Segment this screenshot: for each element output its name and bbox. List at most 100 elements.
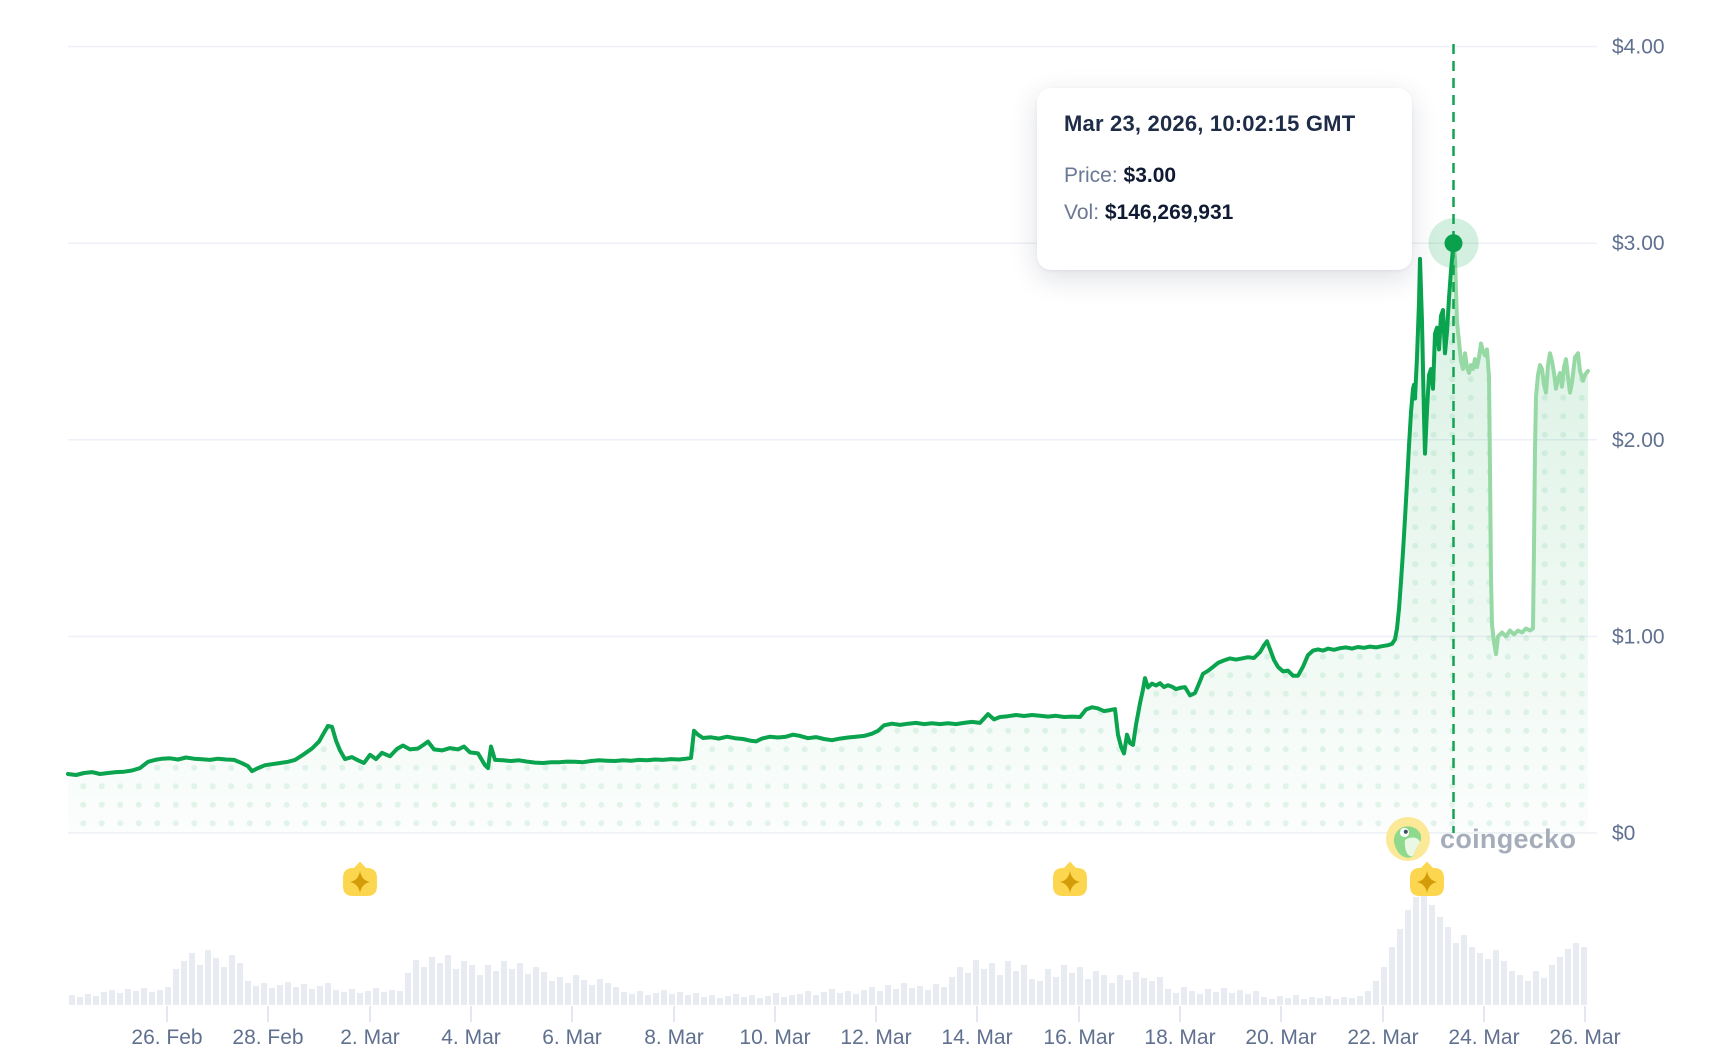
volume-bar xyxy=(573,975,579,1005)
volume-bar xyxy=(77,997,83,1005)
volume-bar xyxy=(1229,993,1235,1005)
volume-bar xyxy=(1085,979,1091,1005)
volume-bar xyxy=(1349,998,1355,1005)
volume-bar xyxy=(405,973,411,1005)
volume-bar xyxy=(917,986,923,1005)
volume-bar xyxy=(837,993,843,1005)
volume-bar xyxy=(1309,997,1315,1005)
volume-bar xyxy=(141,988,147,1005)
volume-bar xyxy=(1157,977,1163,1005)
x-axis-label: 16. Mar xyxy=(1043,1026,1114,1049)
volume-bar xyxy=(389,990,395,1005)
volume-bar xyxy=(701,997,707,1005)
volume-bar xyxy=(477,975,483,1005)
volume-bar xyxy=(501,961,507,1005)
volume-bar xyxy=(1253,991,1259,1005)
volume-bar xyxy=(461,961,467,1005)
volume-bar xyxy=(1101,975,1107,1005)
volume-bar xyxy=(1245,994,1251,1005)
volume-bar xyxy=(757,998,763,1005)
volume-bar xyxy=(853,994,859,1005)
x-axis-label: 14. Mar xyxy=(941,1026,1012,1049)
y-axis-label: $1.00 xyxy=(1612,625,1665,648)
tooltip-timestamp: Mar 23, 2026, 10:02:15 GMT xyxy=(1064,111,1356,136)
volume-bar xyxy=(533,967,539,1005)
x-axis-label: 6. Mar xyxy=(542,1026,602,1049)
x-axis-label: 26. Mar xyxy=(1549,1026,1620,1049)
x-axis-label: 2. Mar xyxy=(340,1026,400,1049)
volume-bar xyxy=(1445,927,1451,1005)
volume-bar xyxy=(845,991,851,1005)
sparkle-badge[interactable] xyxy=(340,860,380,900)
volume-bar xyxy=(1381,967,1387,1005)
hover-tooltip: Mar 23, 2026, 10:02:15 GMT Price: $3.00 … xyxy=(1037,88,1412,270)
sparkle-badge[interactable] xyxy=(1050,860,1090,900)
x-axis-label: 18. Mar xyxy=(1144,1026,1215,1049)
volume-bar xyxy=(437,963,443,1005)
volume-bar xyxy=(741,997,747,1005)
sparkle-icon xyxy=(1410,861,1444,896)
volume-bar xyxy=(365,991,371,1005)
volume-bar xyxy=(1541,978,1547,1005)
volume-bar xyxy=(277,985,283,1005)
volume-bar xyxy=(1109,983,1115,1005)
volume-bar xyxy=(1053,977,1059,1005)
tooltip-rows: Price: $3.00 Vol: $146,269,931 xyxy=(1064,157,1385,231)
volume-bar xyxy=(69,995,75,1005)
volume-bar xyxy=(1325,996,1331,1005)
volume-bar xyxy=(189,953,195,1005)
volume-bar xyxy=(1517,975,1523,1005)
volume-bar xyxy=(1397,929,1403,1005)
volume-bar xyxy=(733,994,739,1005)
volume-bar xyxy=(1485,959,1491,1005)
volume-bar xyxy=(1125,980,1131,1005)
volume-bar xyxy=(1437,917,1443,1005)
volume-bar xyxy=(429,957,435,1005)
volume-bar xyxy=(1421,893,1427,1005)
x-axis-label: 10. Mar xyxy=(739,1026,810,1049)
cursor-dot[interactable] xyxy=(1444,234,1463,253)
volume-bar xyxy=(605,983,611,1005)
volume-bar xyxy=(373,988,379,1005)
volume-bar xyxy=(1261,997,1267,1005)
volume-bar xyxy=(205,950,211,1005)
volume-bar xyxy=(1573,943,1579,1005)
volume-bar xyxy=(1373,981,1379,1005)
volume-bar xyxy=(765,996,771,1005)
volume-bar xyxy=(1165,989,1171,1005)
volume-bar xyxy=(1493,950,1499,1005)
volume-bar xyxy=(1021,965,1027,1005)
volume-bar xyxy=(581,980,587,1005)
volume-bar xyxy=(261,983,267,1005)
volume-bar xyxy=(717,998,723,1005)
volume-bar xyxy=(357,993,363,1005)
volume-bar xyxy=(109,990,115,1005)
volume-bar xyxy=(1509,971,1515,1005)
volume-bar xyxy=(445,955,451,1005)
volume-bar xyxy=(1501,961,1507,1005)
y-axis-label: $2.00 xyxy=(1612,429,1665,452)
volume-bar xyxy=(1149,981,1155,1005)
sparkle-badge[interactable] xyxy=(1407,860,1447,900)
tooltip-volume-value: $146,269,931 xyxy=(1104,201,1234,224)
price-line-after-cursor xyxy=(1451,241,1590,657)
volume-bar xyxy=(525,974,531,1005)
volume-bar xyxy=(805,991,811,1005)
volume-bar xyxy=(901,983,907,1005)
volume-bar xyxy=(1133,972,1139,1005)
volume-bar xyxy=(1405,910,1411,1005)
volume-bar xyxy=(1093,971,1099,1005)
volume-bar xyxy=(621,992,627,1005)
volume-bar xyxy=(85,994,91,1005)
volume-bar xyxy=(1061,965,1067,1005)
volume-bar xyxy=(237,963,243,1005)
volume-bar xyxy=(1013,971,1019,1005)
volume-bar xyxy=(397,991,403,1005)
volume-bar xyxy=(909,988,915,1005)
volume-bar xyxy=(93,996,99,1005)
volume-bar xyxy=(589,985,595,1005)
volume-bar xyxy=(253,986,259,1005)
volume-bar xyxy=(749,995,755,1005)
